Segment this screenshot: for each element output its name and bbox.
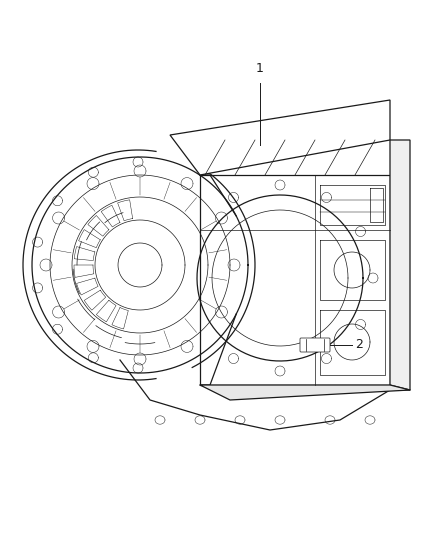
Polygon shape: [390, 140, 410, 390]
FancyBboxPatch shape: [300, 338, 330, 352]
Polygon shape: [200, 385, 410, 400]
Text: 1: 1: [256, 62, 264, 75]
Text: 2: 2: [355, 338, 363, 351]
Polygon shape: [170, 100, 390, 175]
